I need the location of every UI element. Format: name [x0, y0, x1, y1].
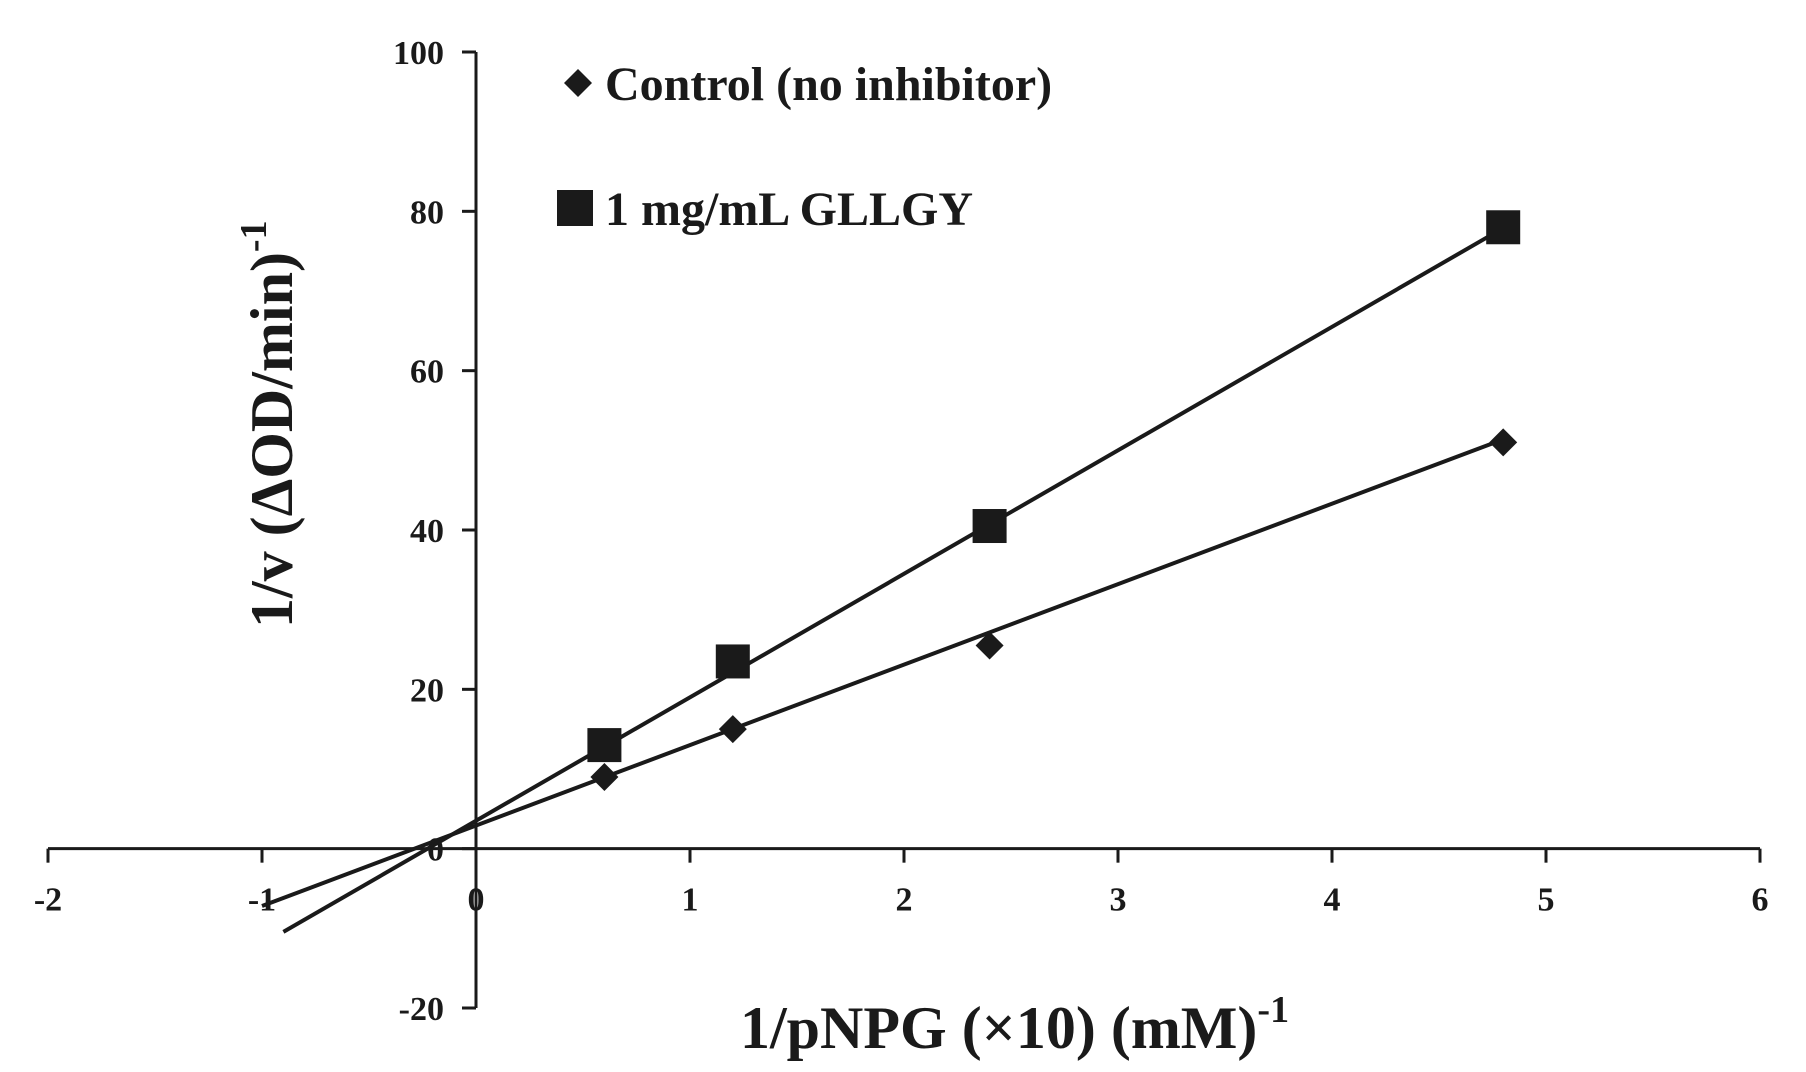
square-data-point	[715, 644, 750, 679]
diamond-data-point	[1489, 428, 1518, 457]
x-axis-title-text: 1/pNPG (×10) (mM)	[740, 995, 1257, 1061]
y-tick-label: 60	[410, 354, 444, 391]
y-axis-title-superscript: -1	[233, 220, 275, 252]
diamond-data-point	[590, 762, 619, 791]
diamond-data-point	[975, 631, 1004, 660]
y-tick-label: 20	[410, 672, 444, 709]
legend: Control (no inhibitor) 1 mg/mL GLLGY	[557, 58, 1052, 236]
x-tick-label: 3	[1110, 882, 1127, 919]
legend-label: 1 mg/mL GLLGY	[605, 183, 973, 236]
trendline-series-1	[261, 437, 1504, 908]
trendlines	[261, 226, 1505, 934]
y-tick-label: 40	[410, 513, 444, 550]
x-tick-label: 1	[682, 882, 699, 919]
x-axis-title: 1/pNPG (×10) (mM)-1	[740, 989, 1289, 1061]
x-tick-label: 5	[1538, 882, 1555, 919]
legend-marker-diamond	[564, 69, 592, 97]
y-axis-title: 1/v (ΔOD/min)-1	[233, 220, 305, 628]
axis-titles: 1/pNPG (×10) (mM)-11/v (ΔOD/min)-1	[233, 220, 1289, 1061]
square-data-point	[587, 728, 622, 763]
trendline-series-2	[282, 226, 1505, 934]
x-tick-label: 0	[468, 882, 485, 919]
x-axis-title-superscript: -1	[1257, 989, 1289, 1031]
x-tick-label: 4	[1324, 882, 1341, 919]
x-tick-label: -1	[248, 882, 276, 919]
legend-marker-square	[557, 190, 593, 226]
legend-label: Control (no inhibitor)	[605, 58, 1052, 111]
y-tick-label: 100	[393, 35, 444, 72]
x-tick-label: 6	[1752, 882, 1769, 919]
x-tick-label: -2	[34, 882, 62, 919]
square-data-point	[1486, 210, 1521, 245]
diamond-data-point	[718, 715, 747, 744]
x-tick-label: 2	[896, 882, 913, 919]
y-tick-label: -20	[399, 991, 444, 1028]
y-axis-title-text: 1/v (ΔOD/min)	[239, 252, 305, 628]
data-markers	[587, 210, 1521, 791]
square-data-point	[972, 509, 1007, 544]
y-tick-label: 80	[410, 194, 444, 231]
